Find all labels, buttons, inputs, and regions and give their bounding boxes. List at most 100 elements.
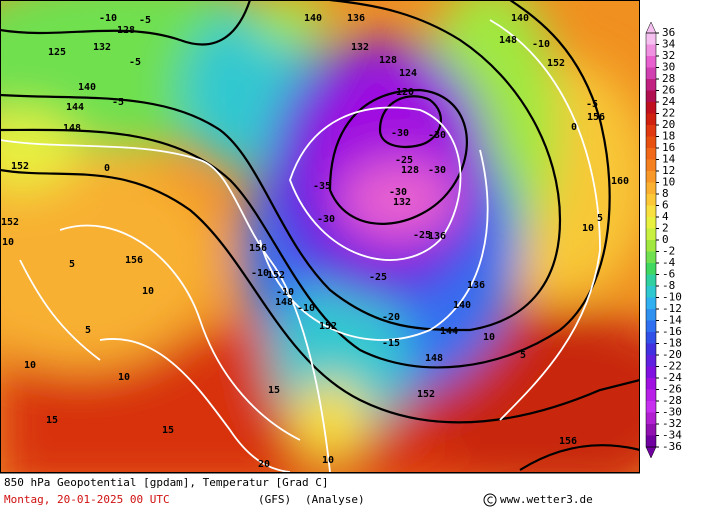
contour-label: 5: [85, 325, 91, 336]
colorbar-tick-label: -32: [662, 417, 682, 430]
temperature-contours: [0, 19, 601, 472]
colorbar-band: [646, 125, 656, 137]
contour-label: 0: [104, 163, 110, 174]
colorbar-tick-label: 28: [662, 72, 675, 85]
colorbar-band: [646, 320, 656, 332]
colorbar-tick-label: 4: [662, 210, 669, 223]
colorbar-tick-label: 14: [662, 153, 676, 166]
contour-label: 5: [597, 213, 603, 224]
colorbar-band: [646, 309, 656, 321]
contour-label: -30: [428, 130, 446, 141]
contour-label: 0: [571, 122, 577, 133]
colorbar-band: [646, 67, 656, 79]
colorbar-band: [646, 355, 656, 367]
colorbar-tick-label: -10: [662, 291, 682, 304]
contour-label: 132: [393, 197, 411, 208]
colorbar-tick-label: 24: [662, 95, 676, 108]
colorbar-tick-label: 36: [662, 26, 675, 39]
contour-label: 5: [69, 259, 75, 270]
colorbar-tick-label: 34: [662, 38, 676, 51]
colorbar-band: [646, 424, 656, 436]
contour-label: 5: [520, 350, 526, 361]
contour-label: 136: [467, 280, 485, 291]
contour-label: 152: [319, 321, 337, 332]
footer-title: 850 hPa Geopotential [gpdam], Temperatur…: [4, 476, 329, 489]
contour-label: -30: [389, 187, 407, 198]
contour-label: -25: [369, 272, 387, 283]
colorbar-band: [646, 263, 656, 275]
colorbar-band: [646, 286, 656, 298]
colorbar: 363432302826242220181614121086420-2-4-6-…: [645, 21, 682, 459]
colorbar-tick-label: -6: [662, 268, 675, 281]
contour-label: -10: [99, 13, 117, 24]
colorbar-band: [646, 90, 656, 102]
colorbar-tick-label: 10: [662, 176, 675, 189]
colorbar-tick-label: 2: [662, 222, 669, 235]
colorbar-band: [646, 182, 656, 194]
colorbar-tick-label: -22: [662, 360, 682, 373]
colorbar-tick-label: 0: [662, 233, 669, 246]
colorbar-band: [646, 332, 656, 344]
colorbar-band: [646, 217, 656, 229]
colorbar-tick-label: 20: [662, 118, 675, 131]
colorbar-band: [646, 56, 656, 68]
contour-label: 132: [93, 42, 111, 53]
colorbar-tick-label: -36: [662, 440, 682, 453]
contour-label: -10: [532, 39, 550, 50]
colorbar-top-arrow: [645, 21, 657, 34]
contour-label: 152: [1, 217, 19, 228]
contour-label: 124: [399, 68, 417, 79]
contour-label: 148: [425, 353, 443, 364]
contour-label: -5: [139, 15, 151, 26]
colorbar-tick-label: 26: [662, 84, 675, 97]
colorbar-tick-label: 8: [662, 187, 669, 200]
footer-run: (Analyse): [305, 493, 365, 506]
colorbar-tick-label: 12: [662, 164, 675, 177]
colorbar-tick-label: -30: [662, 406, 682, 419]
colorbar-band: [646, 205, 656, 217]
contour-label: 140: [511, 13, 529, 24]
contour-label: -10: [297, 303, 315, 314]
footer-date: Montag, 20-01-2025 00 UTC: [4, 493, 170, 506]
colorbar-band: [646, 113, 656, 125]
footer-model: (GFS): [258, 493, 291, 506]
copyright-icon: [483, 493, 497, 507]
contour-label: 156: [587, 112, 605, 123]
contour-label: 152: [547, 58, 565, 69]
contour-label: 20: [258, 459, 270, 470]
contour-label: 144: [440, 326, 458, 337]
colorbar-tick-label: -8: [662, 279, 675, 292]
colorbar-tick-label: -12: [662, 302, 682, 315]
colorbar-bottom-arrow: [645, 446, 657, 459]
colorbar-tick-label: 16: [662, 141, 675, 154]
colorbar-tick-label: 30: [662, 61, 675, 74]
colorbar-tick-label: -20: [662, 348, 682, 361]
colorbar-band: [646, 297, 656, 309]
colorbar-band: [646, 240, 656, 252]
contour-label: 156: [125, 255, 143, 266]
contour-label: 152: [11, 161, 29, 172]
contour-label: 15: [162, 425, 174, 436]
contour-label: 120: [396, 87, 414, 98]
colorbar-band: [646, 33, 656, 45]
contour-label: 132: [351, 42, 369, 53]
contour-label: 140: [453, 300, 471, 311]
contour-label: 10: [2, 237, 14, 248]
contour-label: 140: [304, 13, 322, 24]
contour-label: -35: [313, 181, 331, 192]
colorbar-band: [646, 171, 656, 183]
contour-label: -10: [251, 268, 269, 279]
colorbar-tick-label: -2: [662, 245, 675, 258]
contour-label: 148: [275, 297, 293, 308]
colorbar-tick-label: -26: [662, 383, 682, 396]
colorbar-band: [646, 343, 656, 355]
colorbar-band: [646, 401, 656, 413]
contour-label: -30: [428, 165, 446, 176]
colorbar-tick-label: -4: [662, 256, 676, 269]
colorbar-tick-label: -34: [662, 429, 682, 442]
contour-label: -30: [317, 214, 335, 225]
contour-label: 140: [78, 82, 96, 93]
